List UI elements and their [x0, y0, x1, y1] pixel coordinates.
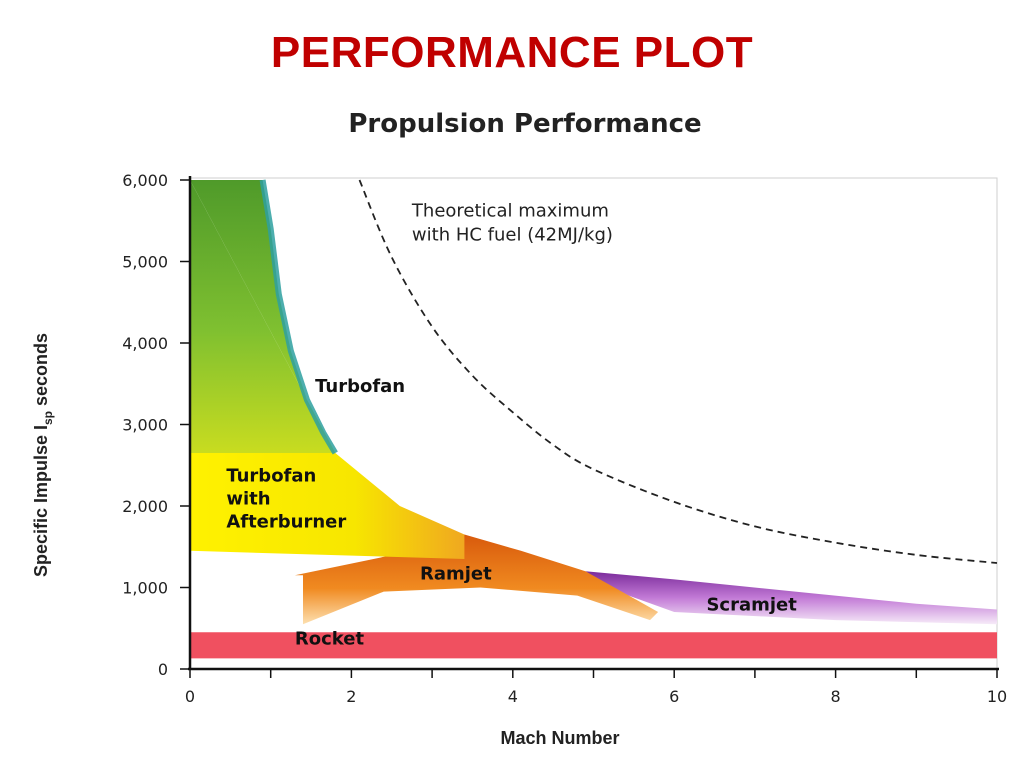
y-tick-label: 3,000	[122, 416, 168, 435]
rocket-region-1	[190, 632, 997, 659]
y-axis-label-subscript: sp	[41, 411, 55, 425]
scramjet-label: Scramjet	[706, 594, 797, 615]
label-line: Rocket	[295, 629, 365, 650]
y-axis-label: Specific Impulse Isp seconds	[31, 333, 55, 577]
x-tick-label: 4	[508, 687, 518, 706]
label-line: Afterburner	[226, 512, 346, 533]
x-axis-label: Mach Number	[500, 728, 619, 748]
label-line: with	[226, 489, 270, 510]
label-line: Turbofan	[315, 376, 405, 397]
x-tick-label: 10	[987, 687, 1007, 706]
y-tick-label: 6,000	[122, 171, 168, 190]
theoretical-max-line	[358, 179, 998, 564]
theoretical-max-label: Theoretical maximum with HC fuel (42MJ/kg…	[411, 201, 613, 246]
label-line: with HC fuel (42MJ/kg)	[412, 225, 613, 246]
label-line: Theoretical maximum	[411, 201, 609, 222]
ramjet-region-1	[294, 534, 659, 625]
y-tick-label: 2,000	[122, 497, 168, 516]
label-line: Ramjet	[420, 563, 492, 584]
turbofan-with-afterburner-region-1	[190, 432, 465, 559]
rocket-label: Rocket	[295, 629, 365, 650]
ramjet-label: Ramjet	[420, 563, 492, 584]
turbofan-edge-line	[259, 179, 338, 455]
y-tick-label: 1,000	[122, 579, 168, 598]
label-line: Turbofan	[226, 466, 316, 487]
x-tick-label: 6	[669, 687, 679, 706]
label-line: Scramjet	[706, 594, 797, 615]
turbofan-with-afterburner-label: Turbofan with Afterburner	[226, 466, 346, 533]
chart-title: Propulsion Performance	[348, 109, 701, 139]
x-tick-label: 0	[185, 687, 195, 706]
scramjet-region-1	[585, 571, 997, 625]
y-tick-label: 5,000	[122, 253, 168, 272]
slide-title: PERFORMANCE PLOT	[270, 28, 754, 77]
y-axis-label-suffix: seconds	[31, 333, 51, 411]
y-axis-label-main: Specific Impulse I	[31, 425, 51, 577]
x-tick-label: 8	[831, 687, 841, 706]
y-tick-label: 4,000	[122, 334, 168, 353]
y-tick-label: 0	[158, 660, 168, 679]
turbofan-label: Turbofan	[315, 376, 405, 397]
x-tick-label: 2	[346, 687, 356, 706]
